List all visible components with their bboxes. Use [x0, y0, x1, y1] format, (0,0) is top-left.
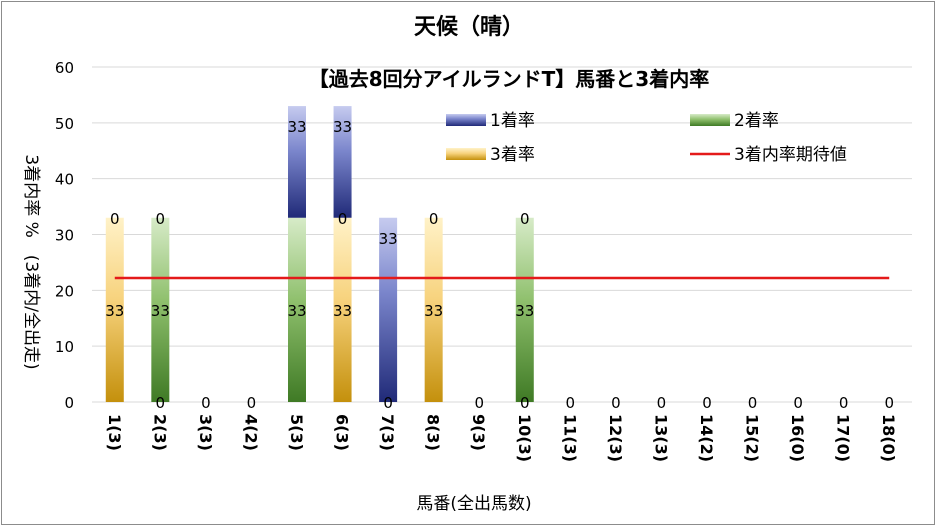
data-label: 33: [515, 302, 534, 320]
base-label: 0: [383, 394, 393, 412]
top-label: 0: [520, 210, 530, 228]
top-label: 0: [474, 394, 484, 412]
top-label: 0: [748, 394, 758, 412]
y-tick-label: 0: [64, 394, 74, 412]
chart-subtitle: 【過去8回分アイルランドT】馬番と3着内率: [309, 67, 709, 91]
legend-label: 2着率: [734, 111, 779, 131]
data-label: 33: [287, 302, 306, 320]
bar-segment: [424, 217, 443, 402]
legend-label: 3着率: [490, 145, 535, 165]
top-label: 0: [429, 210, 439, 228]
x-tick-label: 3(3): [196, 414, 215, 451]
top-label: 0: [884, 394, 894, 412]
x-tick-label: 6(3): [333, 414, 352, 451]
top-label: 0: [338, 210, 348, 228]
data-label: 33: [105, 302, 124, 320]
y-axis-label: 3着内率 % (3着内/全出走): [21, 154, 41, 369]
bar-segment: [151, 217, 170, 402]
data-label: 33: [287, 118, 306, 136]
x-tick-label: 9(3): [469, 414, 488, 451]
top-label: 0: [657, 394, 667, 412]
grid-lines: [92, 66, 912, 403]
y-tick-label: 10: [55, 338, 74, 356]
top-label: 0: [201, 394, 211, 412]
x-tick-label: 10(3): [515, 414, 534, 462]
bar-segment: [379, 217, 398, 402]
x-tick-label: 15(2): [743, 414, 762, 462]
x-tick-label: 14(2): [697, 414, 716, 462]
x-tick-label: 7(3): [378, 414, 397, 451]
y-tick-label: 20: [55, 282, 74, 300]
bar-segment: [288, 217, 306, 402]
bars: [105, 106, 534, 402]
top-label: 0: [110, 210, 120, 228]
y-tick-label: 30: [55, 227, 74, 245]
y-tick-label: 60: [55, 59, 74, 77]
bar-segment: [105, 217, 124, 402]
data-label: 33: [333, 118, 352, 136]
y-tick-label: 50: [55, 115, 74, 133]
y-tick-label: 40: [55, 171, 74, 189]
y-axis-ticks: 0 10 20 30 40 50 60: [55, 59, 74, 412]
top-label: 0: [566, 394, 576, 412]
bar-segment: [333, 106, 352, 218]
base-label: 0: [156, 394, 166, 412]
top-label: 0: [702, 394, 712, 412]
bar-segment: [333, 217, 352, 402]
top-label: 0: [839, 394, 849, 412]
data-label: 33: [333, 302, 352, 320]
base-label: 0: [520, 394, 530, 412]
x-tick-label: 16(0): [788, 414, 807, 462]
x-tick-label: 4(2): [241, 414, 260, 451]
legend-swatch: [690, 114, 730, 126]
data-label: 33: [424, 302, 443, 320]
data-labels: 33 0 33 0 0 0 0 33 33 33 33 0 33 0 33 0 0 33 0 0 0 0 0 0 0 0 0 0: [105, 118, 894, 412]
data-label: 33: [379, 230, 398, 248]
data-label: 33: [151, 302, 170, 320]
top-label: 0: [793, 394, 803, 412]
bar-segment: [515, 217, 534, 402]
legend-swatch: [446, 114, 486, 126]
legend-label: 3着内率期待値: [734, 145, 847, 165]
legend-label: 1着率: [490, 111, 535, 131]
x-tick-label: 2(3): [150, 414, 169, 451]
top-label: 0: [156, 210, 166, 228]
x-tick-label: 5(3): [287, 414, 306, 451]
legend-swatch: [446, 148, 486, 160]
legend: 1着率 2着率 3着率 3着内率期待値: [446, 111, 847, 165]
top-label: 0: [247, 394, 257, 412]
x-axis-ticks: 1(3) 2(3) 3(3) 4(2) 5(3) 6(3) 7(3) 8(3) 9(3) 10(3…: [105, 414, 898, 462]
x-tick-label: 1(3): [105, 414, 124, 451]
chart-title: 天候（晴）: [414, 14, 524, 40]
x-tick-label: 18(0): [879, 414, 898, 462]
x-tick-label: 12(3): [606, 414, 625, 462]
x-tick-label: 17(0): [834, 414, 853, 462]
x-tick-label: 13(3): [651, 414, 670, 462]
top-label: 0: [611, 394, 621, 412]
x-tick-label: 11(3): [560, 414, 579, 462]
bar-segment: [288, 106, 306, 218]
x-axis-label: 馬番(全出馬数): [416, 494, 531, 514]
x-tick-label: 8(3): [424, 414, 443, 451]
